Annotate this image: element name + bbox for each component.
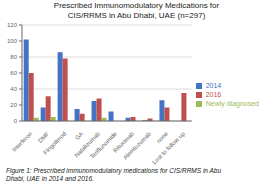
svg-text:Natalizumab: Natalizumab bbox=[73, 130, 102, 159]
svg-text:Rituximab: Rituximab bbox=[112, 130, 136, 154]
svg-text:100: 100 bbox=[8, 38, 18, 44]
html-text:2014: 2014 bbox=[205, 81, 222, 89]
svg-text:80: 80 bbox=[10, 54, 17, 60]
svg-text:Fingolimod: Fingolimod bbox=[42, 131, 67, 156]
svg-text:Teriflunomide: Teriflunomide bbox=[89, 130, 119, 160]
svg-text:Lost to follow up: Lost to follow up bbox=[151, 130, 186, 165]
svg-text:Interferon: Interferon bbox=[11, 131, 33, 153]
html-text:Dhabi, UAE in 2014 and 2016.: Dhabi, UAE in 2014 and 2016. bbox=[6, 175, 94, 182]
svg-text:20: 20 bbox=[10, 102, 17, 108]
svg-text:120: 120 bbox=[8, 22, 18, 28]
svg-text:GA: GA bbox=[74, 131, 84, 141]
html-text:Figure 1: Prescribed immunomod: Figure 1: Prescribed immunomodulatory me… bbox=[6, 167, 222, 174]
html-text:Prescribed Immunomodulatory Me: Prescribed Immunomodulatory Medications … bbox=[53, 1, 220, 10]
svg-text:0: 0 bbox=[14, 118, 18, 124]
svg-text:60: 60 bbox=[10, 70, 17, 76]
svg-text:Alemtuzumab: Alemtuzumab bbox=[122, 130, 153, 161]
html-text:CIS/RRMS in Abu Dhabi, UAE (n=: CIS/RRMS in Abu Dhabi, UAE (n=297) bbox=[67, 11, 206, 20]
svg-text:none: none bbox=[155, 130, 169, 144]
html-text:2016: 2016 bbox=[205, 90, 222, 98]
html-text:Newly diagnosed: Newly diagnosed bbox=[205, 99, 259, 107]
svg-text:DMF: DMF bbox=[37, 130, 51, 144]
svg-text:40: 40 bbox=[10, 86, 17, 92]
